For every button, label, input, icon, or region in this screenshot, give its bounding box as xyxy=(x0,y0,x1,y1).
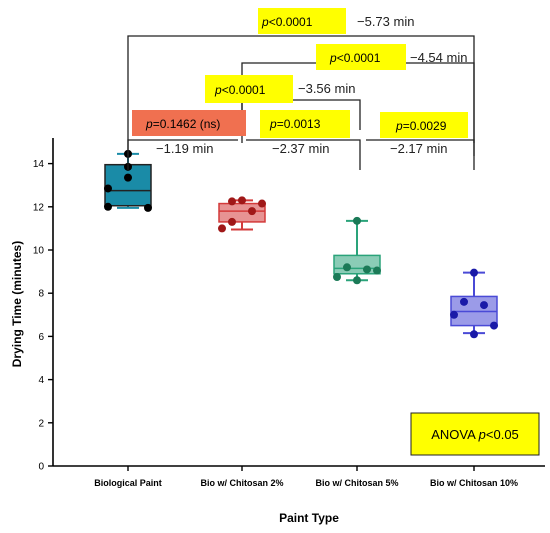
p-value-highlight xyxy=(316,44,406,70)
p-symbol: p xyxy=(329,51,337,65)
difference-label: −2.17 min xyxy=(390,141,447,156)
data-point xyxy=(248,207,256,216)
data-point xyxy=(238,196,246,205)
anova-prefix: ANOVA xyxy=(431,427,478,442)
bracket-line xyxy=(366,139,475,170)
difference-label: −4.54 min xyxy=(410,50,467,65)
category-label: Bio w/ Chitosan 2% xyxy=(200,478,283,488)
data-point xyxy=(104,202,112,211)
data-point xyxy=(228,217,236,226)
p-value-text: <0.0001 xyxy=(337,51,381,65)
p-value-text: <0.0001 xyxy=(269,15,313,29)
y-tick-label: 8 xyxy=(38,289,44,300)
comparison-bracket-6: p=0.0029 −2.17 min xyxy=(366,112,475,170)
box-2 xyxy=(218,199,266,231)
data-point xyxy=(490,321,498,330)
data-point xyxy=(333,273,341,281)
p-value-text: =0.1462 (ns) xyxy=(153,117,221,131)
comparison-bracket-4: p=0.1462 (ns) −1.19 min xyxy=(127,110,246,170)
anova-annotation: ANOVA p<0.05 xyxy=(410,412,540,456)
data-points xyxy=(104,149,498,339)
p-value-label: p<0.0001 xyxy=(214,83,266,97)
p-value-text: =0.0013 xyxy=(277,117,321,131)
data-point xyxy=(450,310,458,319)
x-axis-title: Paint Type xyxy=(279,511,339,525)
y-tick-label: 10 xyxy=(33,246,45,257)
p-symbol: p xyxy=(395,119,403,133)
p-value-label: p=0.0013 xyxy=(269,117,321,131)
p-symbol: p xyxy=(261,15,269,29)
category-label: Bio w/ Chitosan 5% xyxy=(315,478,398,488)
axes: 0 2 4 6 8 10 12 14 xyxy=(33,138,545,473)
data-point xyxy=(218,224,226,233)
data-point xyxy=(480,301,488,310)
y-tick-label: 2 xyxy=(38,418,44,429)
data-point xyxy=(373,266,381,275)
data-point xyxy=(353,216,361,225)
category-label: Bio w/ Chitosan 10% xyxy=(430,478,518,488)
p-value-highlight xyxy=(132,110,246,136)
p-value-highlight xyxy=(380,112,468,138)
anova-box xyxy=(410,412,540,456)
bracket-line xyxy=(246,139,361,170)
p-symbol: p xyxy=(269,117,277,131)
data-point xyxy=(470,268,478,277)
p-value-highlight xyxy=(260,110,350,138)
category-label: Biological Paint xyxy=(94,478,162,488)
y-tick-label: 12 xyxy=(33,202,45,213)
bracket-line xyxy=(127,139,238,170)
data-point xyxy=(104,184,112,193)
difference-label: −2.37 min xyxy=(272,141,329,156)
data-point xyxy=(470,330,478,339)
anova-text: ANOVA p<0.05 xyxy=(431,427,519,442)
anova-p-value: <0.05 xyxy=(486,427,519,442)
p-value-text: <0.0001 xyxy=(222,83,266,97)
p-value-label: p=0.0029 xyxy=(395,119,447,133)
y-tick-label: 6 xyxy=(38,332,44,343)
difference-label: −1.19 min xyxy=(156,141,213,156)
y-tick-label: 14 xyxy=(33,159,45,170)
difference-label: −5.73 min xyxy=(357,14,414,29)
data-point xyxy=(460,297,468,306)
comparison-bracket-1: p<0.0001 −5.73 min xyxy=(127,8,475,156)
p-value-label: p<0.0001 xyxy=(329,51,381,65)
p-value-text: =0.0029 xyxy=(403,119,447,133)
comparison-bracket-3: p<0.0001 −3.56 min xyxy=(205,75,361,130)
difference-label: −3.56 min xyxy=(298,81,355,96)
boxes xyxy=(104,152,498,335)
y-tick-label: 0 xyxy=(38,462,44,473)
p-value-label: p=0.1462 (ns) xyxy=(145,117,220,131)
data-point xyxy=(353,276,361,285)
data-point xyxy=(228,197,236,206)
data-point xyxy=(363,265,371,274)
anova-p-symbol: p xyxy=(478,427,486,442)
p-symbol: p xyxy=(145,117,153,131)
data-point xyxy=(343,263,351,272)
labels: Drying Time (minutes) Paint Type Biologica… xyxy=(10,241,540,525)
comparison-bracket-5: p=0.0013 −2.37 min xyxy=(246,110,361,170)
p-value-label: p<0.0001 xyxy=(261,15,313,29)
y-axis-title: Drying Time (minutes) xyxy=(10,241,24,367)
data-point xyxy=(124,173,132,182)
p-value-highlight xyxy=(205,75,293,103)
data-point xyxy=(258,199,266,208)
p-value-highlight xyxy=(258,8,346,34)
box-4 xyxy=(450,271,498,335)
data-point xyxy=(144,203,152,212)
box-iqr xyxy=(218,202,266,223)
y-tick-label: 4 xyxy=(38,375,44,386)
p-symbol: p xyxy=(214,83,222,97)
